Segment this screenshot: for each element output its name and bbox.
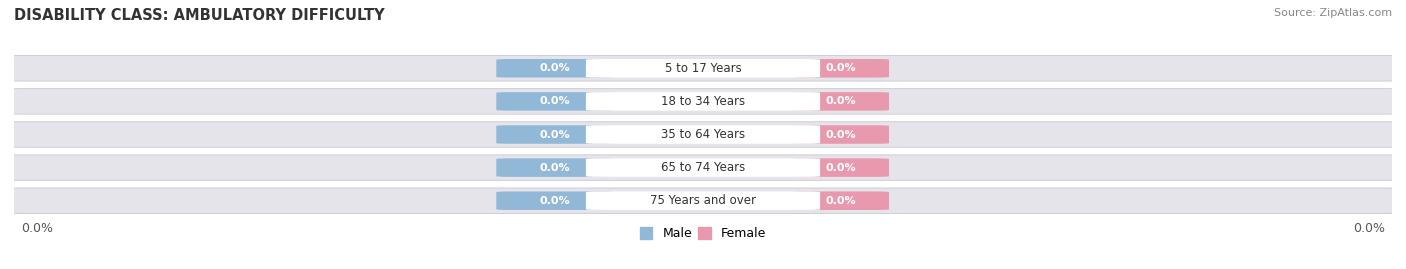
FancyBboxPatch shape <box>496 192 613 210</box>
Text: 0.0%: 0.0% <box>540 63 571 73</box>
Text: 0.0%: 0.0% <box>540 162 571 173</box>
Text: 0.0%: 0.0% <box>21 222 53 235</box>
FancyBboxPatch shape <box>496 92 613 111</box>
Text: 75 Years and over: 75 Years and over <box>650 194 756 207</box>
FancyBboxPatch shape <box>496 158 613 177</box>
Text: 0.0%: 0.0% <box>825 162 856 173</box>
FancyBboxPatch shape <box>496 59 613 77</box>
FancyBboxPatch shape <box>496 125 613 144</box>
Text: 35 to 64 Years: 35 to 64 Years <box>661 128 745 141</box>
Text: 0.0%: 0.0% <box>1353 222 1385 235</box>
FancyBboxPatch shape <box>793 92 889 111</box>
Legend: Male, Female: Male, Female <box>636 222 770 245</box>
FancyBboxPatch shape <box>4 89 1402 114</box>
Text: 0.0%: 0.0% <box>540 129 571 140</box>
Text: 5 to 17 Years: 5 to 17 Years <box>665 62 741 75</box>
Text: 0.0%: 0.0% <box>540 196 571 206</box>
Text: 0.0%: 0.0% <box>825 129 856 140</box>
FancyBboxPatch shape <box>586 59 820 77</box>
FancyBboxPatch shape <box>4 155 1402 180</box>
Text: 0.0%: 0.0% <box>825 63 856 73</box>
FancyBboxPatch shape <box>586 125 820 144</box>
Text: 0.0%: 0.0% <box>825 196 856 206</box>
FancyBboxPatch shape <box>4 122 1402 147</box>
FancyBboxPatch shape <box>4 188 1402 214</box>
FancyBboxPatch shape <box>586 92 820 111</box>
Text: DISABILITY CLASS: AMBULATORY DIFFICULTY: DISABILITY CLASS: AMBULATORY DIFFICULTY <box>14 8 385 23</box>
FancyBboxPatch shape <box>793 158 889 177</box>
Text: 18 to 34 Years: 18 to 34 Years <box>661 95 745 108</box>
Text: 0.0%: 0.0% <box>540 96 571 107</box>
FancyBboxPatch shape <box>793 59 889 77</box>
Text: 65 to 74 Years: 65 to 74 Years <box>661 161 745 174</box>
Text: 0.0%: 0.0% <box>825 96 856 107</box>
FancyBboxPatch shape <box>793 192 889 210</box>
FancyBboxPatch shape <box>586 192 820 210</box>
Text: Source: ZipAtlas.com: Source: ZipAtlas.com <box>1274 8 1392 18</box>
FancyBboxPatch shape <box>586 158 820 177</box>
FancyBboxPatch shape <box>793 125 889 144</box>
FancyBboxPatch shape <box>4 55 1402 81</box>
